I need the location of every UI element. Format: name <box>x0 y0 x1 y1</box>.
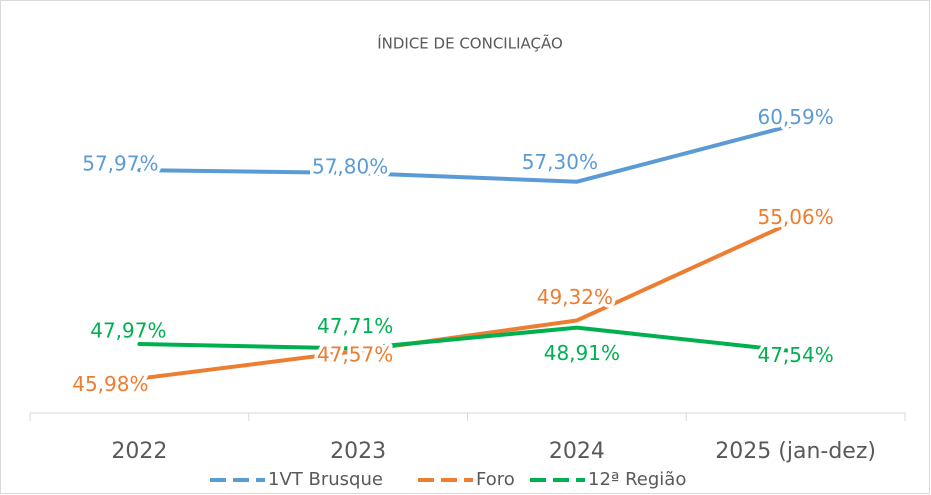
legend-label: 1VT Brusque <box>268 469 383 490</box>
data-label: 47,54% <box>757 343 833 367</box>
data-label: 47,97% <box>90 318 166 342</box>
chart-title: ÍNDICE DE CONCILIAÇÃO <box>377 34 563 53</box>
data-label: 57,80% <box>312 155 388 179</box>
legend-label: 12ª Região <box>588 469 686 490</box>
data-label: 49,32% <box>537 285 613 309</box>
data-label: 57,30% <box>522 150 598 174</box>
x-tick-label: 2022 <box>111 439 167 464</box>
data-label: 48,91% <box>544 341 620 365</box>
x-tick-label: 2025 (jan-dez) <box>715 439 876 464</box>
x-tick-label: 2024 <box>549 439 605 464</box>
series-line <box>137 122 798 184</box>
series-line <box>137 325 798 354</box>
data-label: 60,59% <box>757 105 833 129</box>
data-label: 55,06% <box>757 205 833 229</box>
legend-label: Foro <box>476 469 515 490</box>
series-line <box>137 218 798 381</box>
data-label: 47,57% <box>317 342 393 366</box>
x-tick-label: 2023 <box>330 439 386 464</box>
data-label: 47,71% <box>317 314 393 338</box>
data-label: 45,98% <box>72 372 148 396</box>
data-label: 57,97% <box>82 152 158 176</box>
